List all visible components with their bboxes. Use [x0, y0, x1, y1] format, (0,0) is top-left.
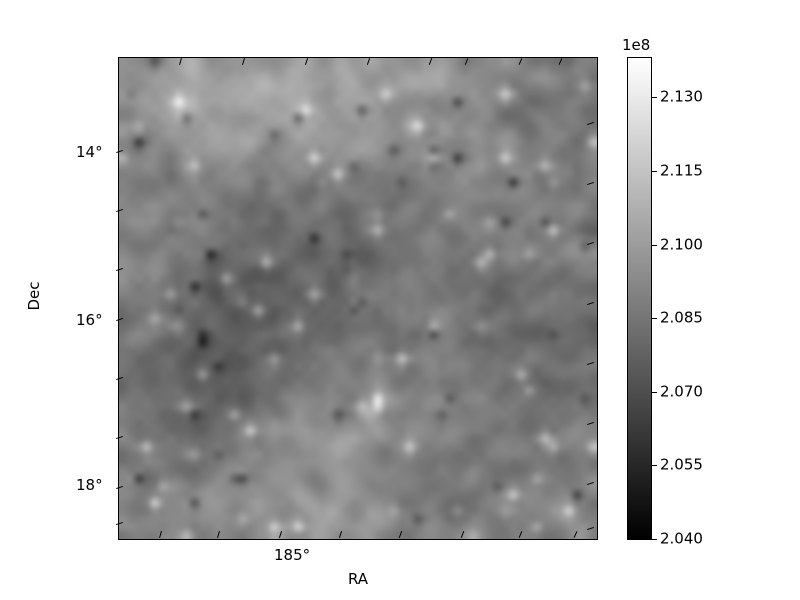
dec-ticklabel-16: 16°: [76, 311, 103, 329]
colorbar-ticklabel-2.070: 2.070: [660, 382, 703, 401]
colorbar-tick-2.070: [652, 391, 657, 393]
y-axis-label: Dec: [25, 281, 43, 311]
colorbar-ticklabel-2.085: 2.085: [660, 308, 703, 327]
colorbar-offset-label: 1e8: [622, 36, 651, 54]
x-axis-label: RA: [347, 570, 369, 588]
colorbar-tick-2.130: [652, 97, 657, 99]
colorbar-ticklabel-2.115: 2.115: [660, 161, 703, 180]
colorbar-tick-2.055: [652, 465, 657, 467]
colorbar-tick-2.040: [652, 539, 657, 540]
colorbar-tick-2.085: [652, 318, 657, 320]
sky-map-axes[interactable]: [118, 57, 598, 540]
colorbar-ticklabel-2.040: 2.040: [660, 529, 703, 548]
dec-ticklabel-14: 14°: [76, 143, 103, 161]
colorbar-tick-2.115: [652, 170, 657, 172]
colorbar-tick-2.100: [652, 244, 657, 246]
colorbar-ticklabel-2.100: 2.100: [660, 235, 703, 253]
colorbar-ticklabel-2.130: 2.130: [660, 87, 703, 106]
ra-ticklabel-185: 185°: [274, 546, 311, 564]
colorbar-ticklabel-2.055: 2.055: [660, 455, 703, 474]
dec-ticklabel-18: 18°: [76, 476, 103, 494]
colorbar[interactable]: [627, 57, 652, 540]
sky-map-image: [119, 58, 597, 539]
